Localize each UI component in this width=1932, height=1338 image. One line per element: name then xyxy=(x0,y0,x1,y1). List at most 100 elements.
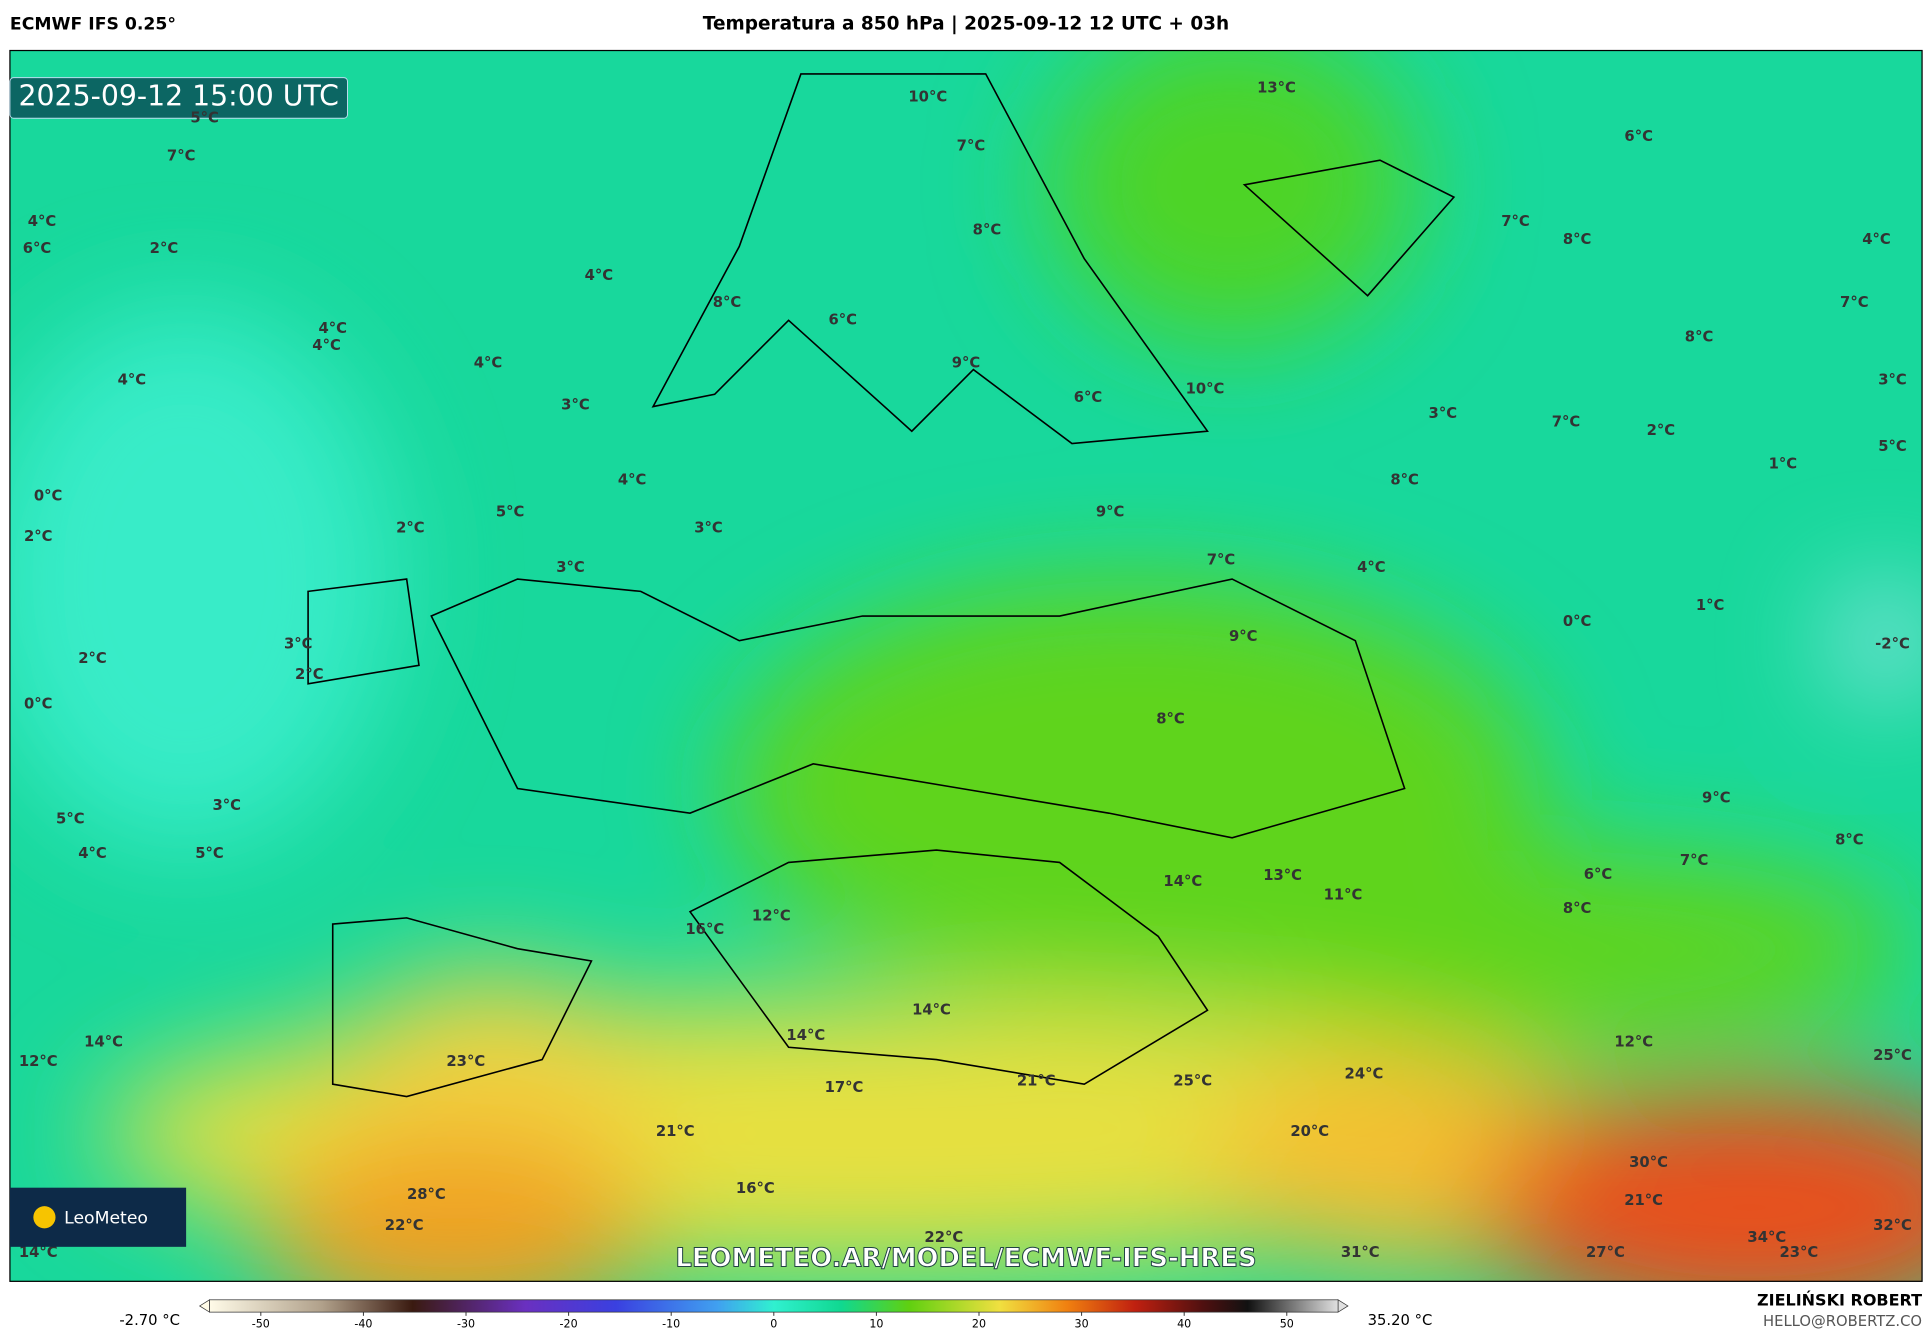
temperature-label: 0°C xyxy=(34,488,63,505)
temperature-label: 11°C xyxy=(1324,887,1363,904)
temperature-label: 10°C xyxy=(1186,380,1225,397)
temperature-label: 16°C xyxy=(685,921,724,938)
temperature-label: 16°C xyxy=(736,1180,775,1197)
temperature-label: 21°C xyxy=(1624,1192,1663,1209)
temperature-label: 8°C xyxy=(1685,329,1714,346)
temperature-label: 5°C xyxy=(1878,438,1907,455)
temperature-label: 25°C xyxy=(1173,1073,1212,1090)
temperature-label: 9°C xyxy=(1096,504,1125,521)
temperature-label: 4°C xyxy=(1357,559,1386,576)
model-name: ECMWF IFS 0.25° xyxy=(10,15,176,35)
temperature-label: 4°C xyxy=(474,354,503,371)
temperature-labels: 5°C7°C4°C6°C 2°C4°C4°C4°C4°C4°C3°C4°C0°C2… xyxy=(19,80,1912,1261)
temperature-label: 3°C xyxy=(694,520,722,537)
temperature-label: 1°C xyxy=(1696,597,1725,614)
temperature-label: 22°C xyxy=(924,1229,963,1246)
temperature-label: 5°C xyxy=(496,504,525,521)
temperature-label: 2°C xyxy=(150,240,178,257)
timestamp: 2025-09-12 15:00 UTC xyxy=(19,79,339,112)
temperature-label: 23°C xyxy=(446,1053,485,1070)
temperature-label: 30°C xyxy=(1629,1154,1668,1171)
temperature-label: 21°C xyxy=(656,1123,695,1140)
temperature-label: 12°C xyxy=(19,1053,58,1070)
temperature-label: 14°C xyxy=(912,1001,951,1018)
map-title: Temperatura a 850 hPa | 2025-09-12 12 UT… xyxy=(703,14,1229,35)
email: HELLO@ROBERTZ.CO xyxy=(1763,1313,1922,1330)
temperature-label: 13°C xyxy=(1263,867,1302,884)
temperature-label: 14°C xyxy=(786,1027,825,1044)
colorbar-tick-label: 50 xyxy=(1280,1317,1294,1330)
temperature-label: 13°C xyxy=(1257,80,1296,97)
temperature-label: 25°C xyxy=(1873,1047,1912,1064)
temperature-label: 7°C xyxy=(1680,852,1709,869)
temperature-label: 6°C xyxy=(23,240,51,257)
temperature-label: 6°C xyxy=(1074,389,1102,406)
timestamp-box xyxy=(9,77,349,119)
temperature-label: 12°C xyxy=(1614,1033,1653,1050)
colorbar-tick-label: 0 xyxy=(770,1317,777,1330)
temperature-label: 27°C xyxy=(1586,1244,1625,1261)
colorbar-tick-label: 20 xyxy=(972,1317,986,1330)
temperature-label: 14°C xyxy=(84,1033,123,1050)
temperature-label: 3°C xyxy=(284,635,313,652)
temperature-label: 7°C xyxy=(957,138,985,155)
temperature-label: 24°C xyxy=(1345,1065,1384,1082)
temperature-label: 17°C xyxy=(825,1079,864,1096)
temperature-label: 2°C xyxy=(295,666,324,683)
temperature-label: -2°C xyxy=(1875,635,1910,652)
temperature-label: 9°C xyxy=(1229,628,1258,645)
temperature-label: 28°C xyxy=(407,1186,446,1203)
temperature-label: 4°C xyxy=(312,337,341,354)
temperature-label: 9°C xyxy=(1702,789,1731,806)
temperature-label: 7°C xyxy=(1552,414,1581,431)
temperature-label: 0°C xyxy=(1563,613,1592,630)
temperature-label: 2°C xyxy=(24,528,53,545)
map-frame xyxy=(9,49,1923,1282)
temperature-label: 6°C xyxy=(1624,128,1653,145)
colorbar-tick-label: -50 xyxy=(252,1317,270,1330)
temperature-label: 23°C xyxy=(1779,1244,1818,1261)
colorbar-arrow-right xyxy=(1337,1299,1349,1313)
temperature-label: 3°C xyxy=(213,797,241,814)
temperature-label: 8°C xyxy=(1835,831,1864,848)
temperature-label: 2°C xyxy=(396,520,425,537)
temperature-label: 10°C xyxy=(908,88,947,105)
temperature-label: 7°C xyxy=(1840,294,1869,311)
temperature-label: 3°C xyxy=(1429,405,1458,422)
temperature-label: 4°C xyxy=(78,845,107,862)
temperature-label: 7°C xyxy=(1501,213,1530,230)
temperature-label: 14°C xyxy=(1163,873,1202,890)
logo-sun xyxy=(33,1206,56,1229)
temperature-label: 22°C xyxy=(385,1217,424,1234)
temperature-label: 8°C xyxy=(1563,231,1592,248)
temperature-label: 4°C xyxy=(1862,231,1891,248)
temperature-label: 7°C xyxy=(1207,552,1236,569)
temperature-label: 8°C xyxy=(1563,900,1592,917)
temperature-label: 4°C xyxy=(318,320,347,337)
colorbar-tick-label: -10 xyxy=(662,1317,680,1330)
temperature-label: 3°C xyxy=(561,396,590,413)
temperature-label: 2°C xyxy=(78,650,107,667)
temperature-label: 5°C xyxy=(190,109,218,126)
temperature-label: 5°C xyxy=(56,810,85,827)
temperature-label: 21°C xyxy=(1017,1073,1056,1090)
temperature-label: 6°C xyxy=(1584,866,1613,883)
temperature-label: 32°C xyxy=(1873,1217,1912,1234)
temperature-label: 4°C xyxy=(28,213,56,230)
colorbar-min: -2.70 °C xyxy=(119,1312,180,1329)
colorbar-max: 35.20 °C xyxy=(1368,1312,1433,1329)
temperature-label: 31°C xyxy=(1341,1244,1380,1261)
colorbar-tick-label: 30 xyxy=(1075,1317,1089,1330)
temperature-label: 3°C xyxy=(1878,372,1907,389)
map-field xyxy=(9,50,1923,1282)
temperature-label: 8°C xyxy=(713,294,742,311)
temperature-label: 3°C xyxy=(556,559,585,576)
temperature-label: 8°C xyxy=(973,221,1002,238)
watermark: LEOMETEO.AR/MODEL/ECMWF-IFS-HRES xyxy=(675,1244,1256,1274)
temperature-label: 0°C xyxy=(24,696,53,713)
colorbar xyxy=(209,1299,1339,1313)
colorbar-tick-label: -40 xyxy=(354,1317,372,1330)
temperature-label: 4°C xyxy=(118,372,147,389)
temperature-label: 12°C xyxy=(752,908,791,925)
